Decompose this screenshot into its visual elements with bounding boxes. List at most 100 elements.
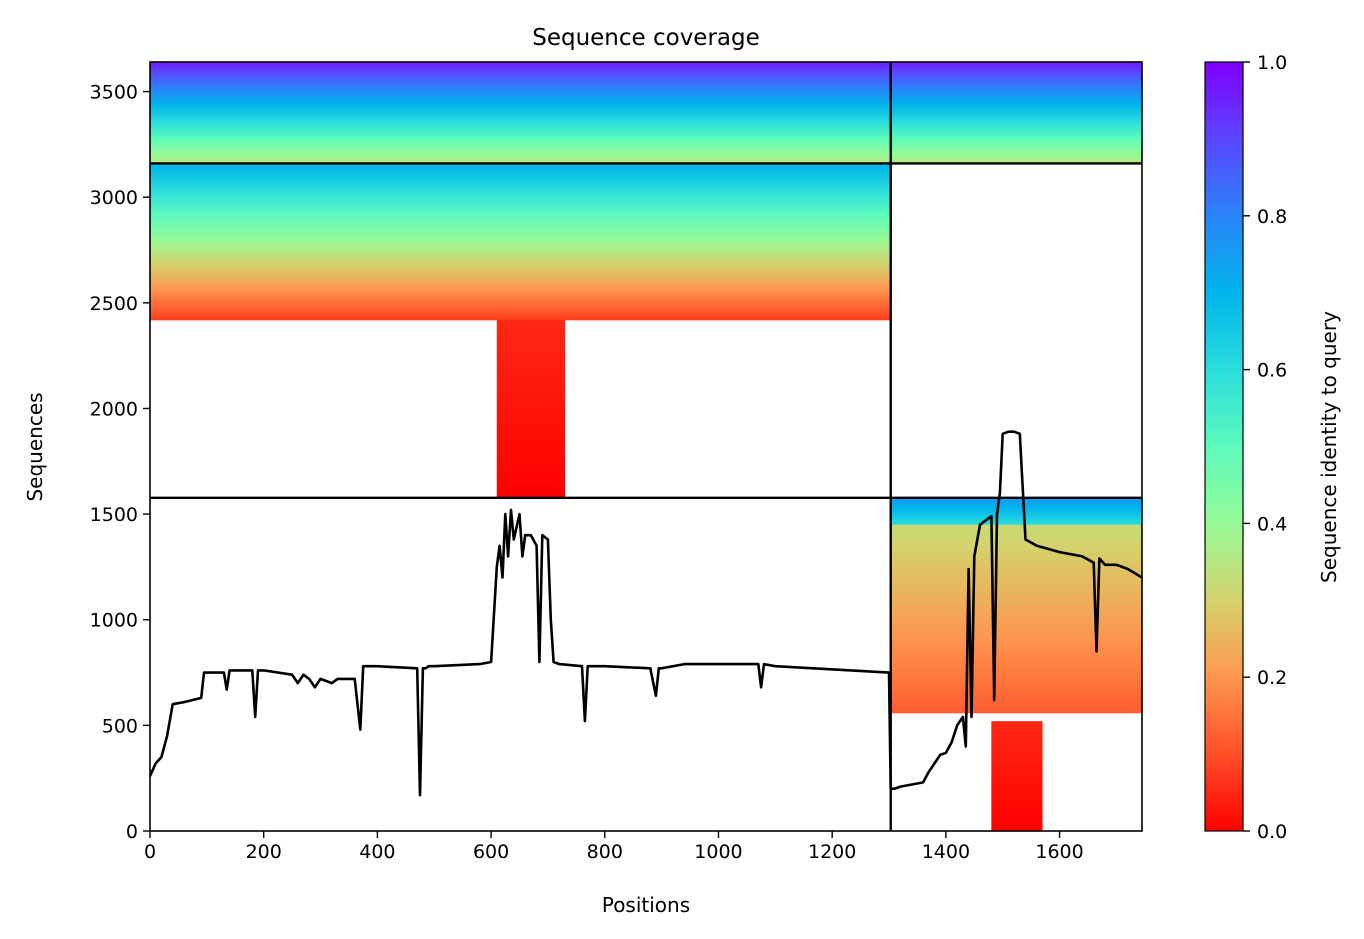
coverage-band: [150, 201, 891, 205]
coverage-band: [150, 157, 891, 161]
coverage-band: [890, 630, 1142, 634]
coverage-band: [150, 287, 891, 291]
coverage-band: [890, 133, 1142, 137]
y-tick-label: 500: [102, 715, 138, 737]
coverage-band: [890, 598, 1142, 602]
colorbar-tick-label: 1.0: [1257, 52, 1287, 74]
coverage-band: [150, 191, 891, 195]
coverage-band: [890, 83, 1142, 87]
coverage-band: [890, 652, 1142, 656]
coverage-band: [150, 303, 891, 307]
coverage-band: [890, 532, 1142, 536]
coverage-band: [890, 680, 1142, 684]
y-tick-label: 2500: [90, 293, 138, 315]
coverage-band: [150, 251, 891, 255]
coverage-band: [150, 239, 891, 243]
coverage-band: [890, 137, 1142, 141]
coverage-band: [150, 73, 891, 77]
coverage-band: [150, 209, 891, 213]
coverage-band: [991, 763, 1043, 766]
coverage-band: [890, 530, 1142, 534]
coverage-band: [496, 331, 565, 335]
coverage-band: [890, 672, 1142, 676]
coverage-band: [150, 265, 891, 269]
coverage-band: [496, 443, 565, 447]
coverage-band: [496, 493, 565, 497]
coverage-band: [890, 538, 1142, 542]
coverage-band: [150, 267, 891, 271]
coverage-band: [150, 205, 891, 209]
coverage-block: [991, 721, 1043, 831]
coverage-band: [150, 87, 891, 91]
coverage-band: [890, 499, 1142, 503]
colorbar-tick-label: 0.8: [1257, 206, 1287, 228]
coverage-band: [890, 131, 1142, 135]
coverage-band: [496, 437, 565, 441]
coverage-band: [496, 419, 565, 423]
coverage-band: [150, 103, 891, 107]
coverage-band: [890, 119, 1142, 123]
coverage-band: [890, 656, 1142, 660]
coverage-band: [496, 369, 565, 373]
coverage-band: [890, 105, 1142, 109]
coverage-band: [150, 151, 891, 155]
coverage-band: [496, 395, 565, 399]
coverage-band: [496, 337, 565, 341]
coverage-band: [890, 574, 1142, 578]
coverage-band: [890, 666, 1142, 670]
x-tick-label: 800: [587, 841, 623, 863]
coverage-band: [496, 491, 565, 495]
coverage-band: [496, 481, 565, 485]
coverage-band: [890, 141, 1142, 145]
coverage-band: [150, 115, 891, 119]
coverage-band: [496, 357, 565, 361]
plot-frame: [149, 61, 1143, 832]
coverage-band: [890, 528, 1142, 532]
coverage-band: [890, 684, 1142, 688]
coverage-band: [890, 516, 1142, 520]
coverage-band: [496, 447, 565, 451]
coverage-band: [890, 610, 1142, 614]
coverage-band: [890, 127, 1142, 131]
coverage-band: [890, 592, 1142, 596]
coverage-band: [890, 608, 1142, 612]
coverage-band: [496, 457, 565, 461]
coverage-band: [991, 785, 1043, 788]
coverage-band: [496, 335, 565, 339]
coverage-band: [890, 616, 1142, 620]
coverage-band: [991, 813, 1043, 816]
coverage-band: [496, 473, 565, 477]
coverage-band: [890, 556, 1142, 560]
coverage-band: [991, 733, 1043, 736]
coverage-band: [890, 99, 1142, 103]
coverage-band: [890, 117, 1142, 121]
coverage-band: [496, 469, 565, 473]
coverage-band: [496, 383, 565, 387]
coverage-band: [496, 365, 565, 369]
coverage-band: [150, 279, 891, 283]
coverage-band: [150, 165, 891, 169]
coverage-band: [496, 391, 565, 395]
coverage-block: [890, 497, 1142, 526]
coverage-band: [150, 199, 891, 203]
coverage-band: [150, 137, 891, 141]
coverage-band: [890, 678, 1142, 682]
coverage-band: [890, 602, 1142, 606]
coverage-band: [991, 725, 1043, 728]
coverage-band: [890, 87, 1142, 91]
coverage-band: [991, 801, 1043, 804]
coverage-band: [991, 827, 1043, 830]
coverage-band: [496, 431, 565, 435]
coverage-band: [150, 309, 891, 313]
coverage-band: [150, 169, 891, 173]
coverage-band: [890, 548, 1142, 552]
x-tick-label: 0: [144, 841, 156, 863]
coverage-band: [496, 479, 565, 483]
coverage-band: [890, 504, 1142, 507]
coverage-band: [991, 759, 1043, 762]
coverage-band: [890, 123, 1142, 127]
coverage-band: [496, 427, 565, 431]
coverage-band: [496, 421, 565, 425]
coverage-band: [150, 131, 891, 135]
